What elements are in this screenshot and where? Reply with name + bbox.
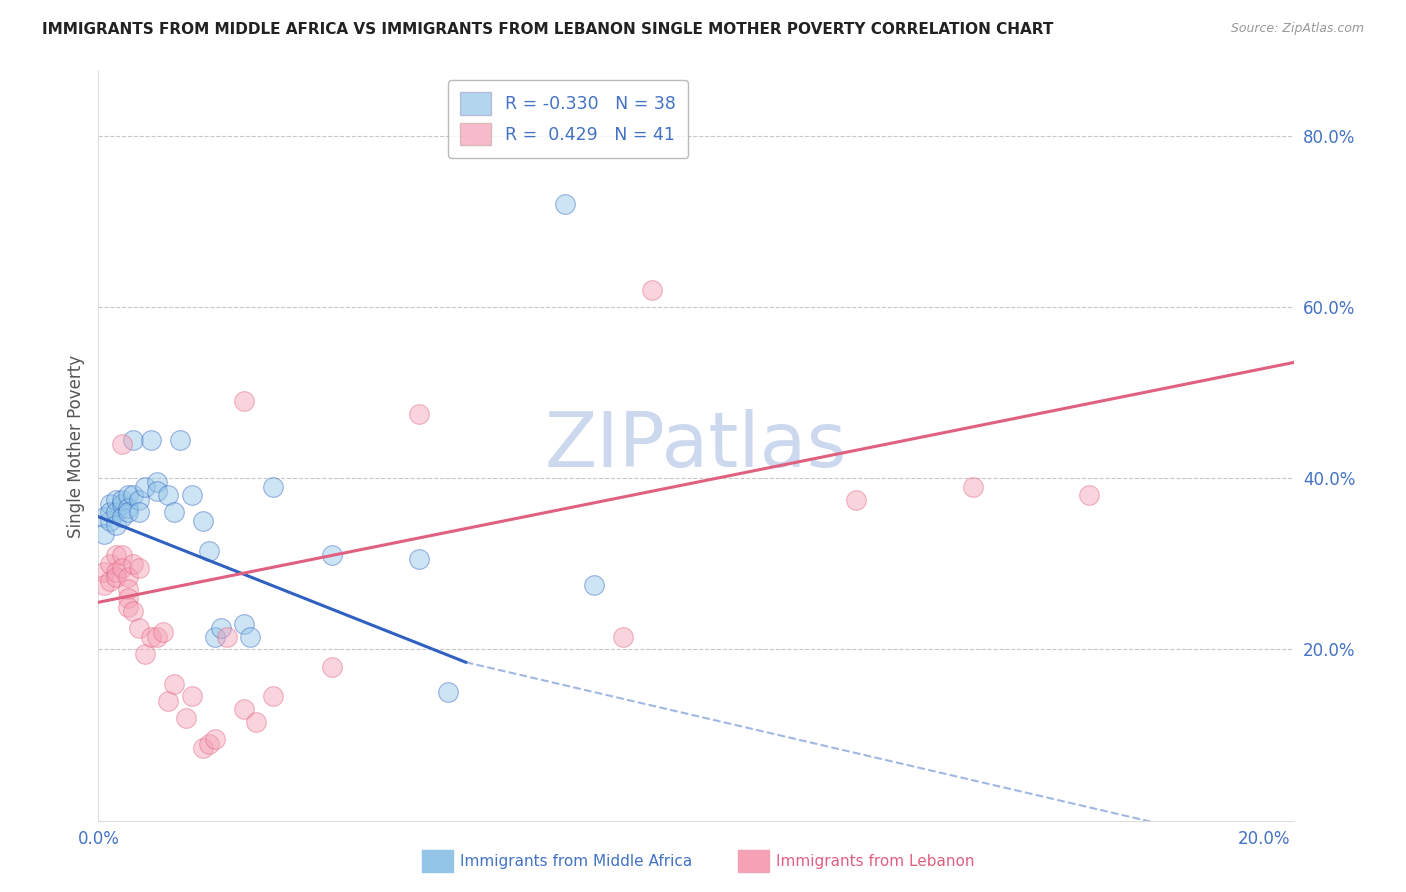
Point bbox=[117, 569, 139, 583]
Point bbox=[321, 659, 343, 673]
Point bbox=[104, 505, 127, 519]
Point bbox=[104, 569, 127, 583]
Point bbox=[111, 561, 134, 575]
Point bbox=[98, 505, 121, 519]
Point bbox=[437, 685, 460, 699]
Point bbox=[845, 492, 868, 507]
Point bbox=[98, 514, 121, 528]
Point bbox=[128, 621, 150, 635]
Point bbox=[408, 552, 430, 566]
Point bbox=[122, 604, 145, 618]
Point bbox=[962, 480, 984, 494]
Point bbox=[128, 492, 150, 507]
Text: Immigrants from Middle Africa: Immigrants from Middle Africa bbox=[460, 854, 692, 869]
Text: Source: ZipAtlas.com: Source: ZipAtlas.com bbox=[1230, 22, 1364, 36]
Point bbox=[104, 548, 127, 562]
Point bbox=[111, 492, 134, 507]
Y-axis label: Single Mother Poverty: Single Mother Poverty bbox=[66, 354, 84, 538]
Point bbox=[117, 582, 139, 597]
Point bbox=[139, 630, 162, 644]
Point bbox=[111, 548, 134, 562]
Point bbox=[122, 557, 145, 571]
Text: ZIPatlas: ZIPatlas bbox=[544, 409, 848, 483]
Point bbox=[215, 630, 238, 644]
Point bbox=[98, 497, 121, 511]
Point bbox=[145, 483, 167, 498]
Point bbox=[111, 509, 134, 524]
Point bbox=[233, 702, 256, 716]
Point bbox=[104, 492, 127, 507]
Point bbox=[93, 578, 115, 592]
Point bbox=[612, 630, 634, 644]
Point bbox=[122, 488, 145, 502]
Point bbox=[117, 599, 139, 614]
Point bbox=[262, 690, 284, 704]
Point bbox=[239, 630, 262, 644]
Point bbox=[111, 497, 134, 511]
Point bbox=[93, 509, 115, 524]
Text: Immigrants from Lebanon: Immigrants from Lebanon bbox=[776, 854, 974, 869]
Point bbox=[139, 433, 162, 447]
Point bbox=[104, 518, 127, 533]
Point bbox=[117, 501, 139, 516]
Point bbox=[193, 514, 215, 528]
Point bbox=[204, 630, 226, 644]
Text: IMMIGRANTS FROM MIDDLE AFRICA VS IMMIGRANTS FROM LEBANON SINGLE MOTHER POVERTY C: IMMIGRANTS FROM MIDDLE AFRICA VS IMMIGRA… bbox=[42, 22, 1053, 37]
Point bbox=[104, 566, 127, 580]
Point bbox=[134, 480, 156, 494]
Point bbox=[93, 526, 115, 541]
Point bbox=[408, 407, 430, 421]
Point bbox=[245, 715, 267, 730]
Point bbox=[122, 433, 145, 447]
Point bbox=[152, 625, 174, 640]
Point bbox=[93, 566, 115, 580]
Point bbox=[117, 591, 139, 605]
Point bbox=[117, 505, 139, 519]
Point bbox=[193, 740, 215, 755]
Point bbox=[1078, 488, 1101, 502]
Point bbox=[262, 480, 284, 494]
Point bbox=[145, 475, 167, 490]
Point bbox=[98, 574, 121, 588]
Point bbox=[582, 578, 605, 592]
Point bbox=[169, 433, 191, 447]
Point bbox=[128, 505, 150, 519]
Point bbox=[641, 283, 664, 297]
Point bbox=[163, 505, 186, 519]
Point bbox=[180, 488, 202, 502]
Point bbox=[198, 737, 221, 751]
Point bbox=[157, 488, 180, 502]
Point bbox=[180, 690, 202, 704]
Point bbox=[117, 488, 139, 502]
Legend: R = -0.330   N = 38, R =  0.429   N = 41: R = -0.330 N = 38, R = 0.429 N = 41 bbox=[447, 80, 688, 158]
Point bbox=[321, 548, 343, 562]
Point bbox=[233, 616, 256, 631]
Point bbox=[204, 732, 226, 747]
Point bbox=[233, 394, 256, 409]
Point bbox=[145, 630, 167, 644]
Point bbox=[111, 437, 134, 451]
Point bbox=[98, 557, 121, 571]
Point bbox=[134, 647, 156, 661]
Point bbox=[128, 561, 150, 575]
Point bbox=[209, 621, 232, 635]
Point bbox=[163, 676, 186, 690]
Point bbox=[174, 711, 197, 725]
Point bbox=[198, 544, 221, 558]
Point bbox=[157, 694, 180, 708]
Point bbox=[554, 197, 576, 211]
